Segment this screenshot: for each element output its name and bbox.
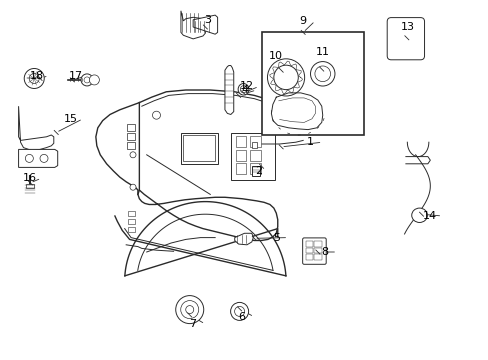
Circle shape xyxy=(234,306,244,316)
Bar xyxy=(90,78,98,82)
Circle shape xyxy=(130,152,136,158)
Circle shape xyxy=(175,296,203,324)
Bar xyxy=(314,254,321,260)
Bar xyxy=(305,254,312,260)
Text: 18: 18 xyxy=(30,71,43,81)
Circle shape xyxy=(130,184,136,190)
Bar xyxy=(230,133,274,180)
Bar xyxy=(183,135,215,161)
Text: 16: 16 xyxy=(22,173,36,183)
Text: 4: 4 xyxy=(241,85,247,95)
Circle shape xyxy=(267,59,304,96)
Ellipse shape xyxy=(411,208,427,222)
Polygon shape xyxy=(224,66,233,114)
Bar xyxy=(305,248,312,253)
Text: 3: 3 xyxy=(204,15,211,25)
Bar xyxy=(128,228,135,233)
Bar xyxy=(250,150,261,161)
Text: 17: 17 xyxy=(69,71,82,81)
Bar xyxy=(250,163,261,174)
Polygon shape xyxy=(181,11,205,39)
Circle shape xyxy=(24,68,44,89)
Bar xyxy=(252,166,260,176)
Bar xyxy=(305,241,312,247)
Ellipse shape xyxy=(238,84,248,95)
Circle shape xyxy=(314,66,330,82)
Bar xyxy=(314,248,321,253)
FancyBboxPatch shape xyxy=(386,18,424,60)
Text: 11: 11 xyxy=(315,47,329,57)
Text: 10: 10 xyxy=(269,51,283,61)
Bar xyxy=(128,211,135,216)
Text: 7: 7 xyxy=(189,319,196,329)
Circle shape xyxy=(89,75,99,85)
Bar xyxy=(235,136,246,147)
Circle shape xyxy=(81,74,93,86)
Bar xyxy=(128,220,135,225)
FancyBboxPatch shape xyxy=(302,238,325,264)
Circle shape xyxy=(185,306,193,314)
Circle shape xyxy=(273,65,298,90)
Bar xyxy=(250,136,261,147)
Polygon shape xyxy=(193,15,217,34)
Circle shape xyxy=(40,154,48,162)
Bar xyxy=(314,241,321,247)
Text: 6: 6 xyxy=(238,312,245,322)
Text: 15: 15 xyxy=(64,114,78,124)
Polygon shape xyxy=(234,233,253,245)
Circle shape xyxy=(25,154,33,162)
Bar xyxy=(235,150,246,161)
Text: 1: 1 xyxy=(306,137,313,147)
Polygon shape xyxy=(19,106,54,150)
Text: 8: 8 xyxy=(321,247,328,257)
Circle shape xyxy=(84,77,90,83)
Bar xyxy=(261,32,364,135)
Bar xyxy=(26,184,34,188)
Bar xyxy=(235,163,246,174)
Circle shape xyxy=(310,62,334,86)
Text: 12: 12 xyxy=(240,81,253,91)
Polygon shape xyxy=(19,149,58,167)
Circle shape xyxy=(230,302,248,320)
Bar xyxy=(252,142,257,148)
Circle shape xyxy=(29,73,39,84)
Text: 9: 9 xyxy=(299,16,306,26)
Text: 13: 13 xyxy=(401,22,414,32)
Bar xyxy=(127,133,135,140)
Bar xyxy=(127,124,135,131)
Ellipse shape xyxy=(240,86,246,93)
Bar xyxy=(127,142,135,149)
Text: 5: 5 xyxy=(272,233,279,243)
Text: 2: 2 xyxy=(255,166,262,176)
Circle shape xyxy=(181,301,198,319)
Text: 14: 14 xyxy=(423,211,436,221)
Bar xyxy=(181,133,217,164)
Circle shape xyxy=(152,111,160,119)
